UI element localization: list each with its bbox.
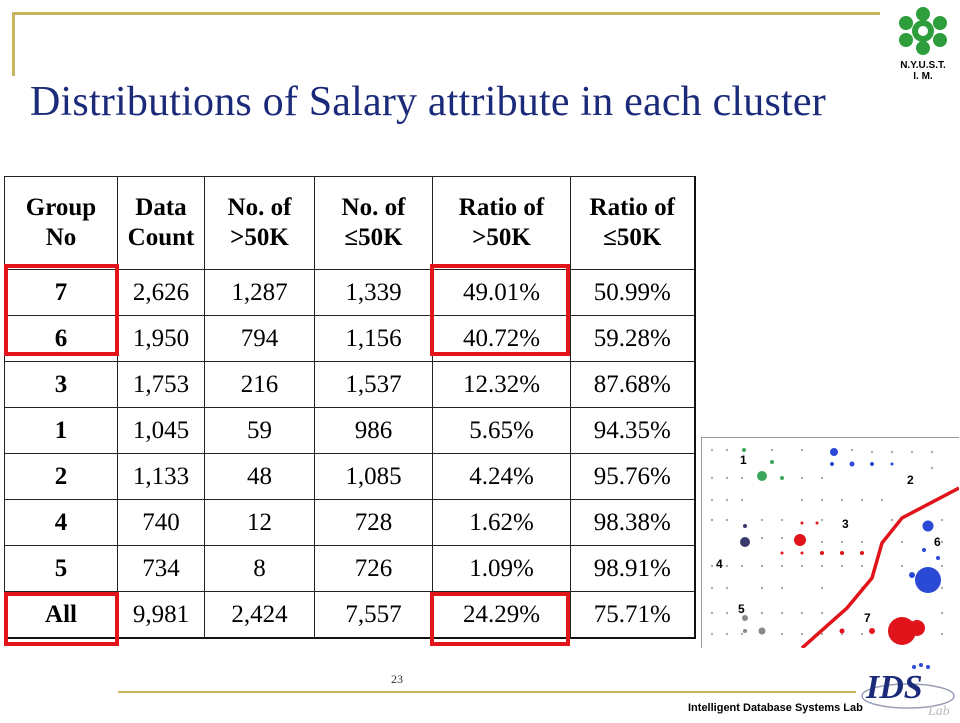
cell-count: 1,950 <box>117 315 205 362</box>
cell-under: 1,339 <box>314 269 433 316</box>
header-no-over-50k: No. of >50K <box>204 176 315 270</box>
decision-boundary <box>800 486 960 650</box>
table-row: 2 1,133 48 1,085 4.24% 95.76% <box>4 453 696 500</box>
cell-under: 7,557 <box>314 591 433 639</box>
cluster-label-3: 3 <box>842 517 849 531</box>
cell-under: 986 <box>314 407 433 454</box>
cell-ratio-over: 24.29% <box>432 591 571 639</box>
cell-ratio-under: 98.38% <box>570 499 696 546</box>
cell-over: 12 <box>204 499 315 546</box>
cluster-label-5: 5 <box>738 602 745 616</box>
cluster-map-svg: 1 2 3 4 5 6 7 <box>710 448 960 650</box>
cell-over: 1,287 <box>204 269 315 316</box>
highlight-box-groups-7-6 <box>4 264 119 356</box>
cell-count: 734 <box>117 545 205 592</box>
header-ratio-under-50k: Ratio of ≤50K <box>570 176 696 270</box>
lab-name: Intelligent Database Systems Lab <box>688 702 863 714</box>
ids-logo-icon: IDS Lab <box>861 663 955 719</box>
cell-group: 1 <box>4 407 118 454</box>
header-ratio-over-50k: Ratio of >50K <box>432 176 571 270</box>
cell-under: 1,537 <box>314 361 433 408</box>
school-emblem-icon <box>899 7 947 55</box>
cell-count: 1,045 <box>117 407 205 454</box>
cell-count: 1,753 <box>117 361 205 408</box>
table-row: 5 734 8 726 1.09% 98.91% <box>4 545 696 592</box>
cell-group: 7 <box>4 269 118 316</box>
cell-ratio-over: 1.62% <box>432 499 571 546</box>
slide-title: Distributions of Salary attribute in eac… <box>30 79 826 125</box>
salary-distribution-table: Group No Data Count No. of >50K No. of ≤50K … <box>4 176 696 639</box>
cell-ratio-under: 87.68% <box>570 361 696 408</box>
cell-ratio-over: 1.09% <box>432 545 571 592</box>
cluster-label-7: 7 <box>864 611 871 625</box>
svg-text:Lab: Lab <box>927 704 950 718</box>
table-row: 1 1,045 59 986 5.65% 94.35% <box>4 407 696 454</box>
cell-under: 728 <box>314 499 433 546</box>
cell-group: 2 <box>4 453 118 500</box>
cluster-label-1: 1 <box>740 453 747 467</box>
school-logo: N.Y.U.S.T. I. M. <box>886 4 960 82</box>
highlight-box-ratio-7-6 <box>430 264 570 356</box>
cell-over: 2,424 <box>204 591 315 639</box>
cell-under: 726 <box>314 545 433 592</box>
table-row: 4 740 12 728 1.62% 98.38% <box>4 499 696 546</box>
page-number: 23 <box>391 672 403 686</box>
cell-ratio-over: 5.65% <box>432 407 571 454</box>
cell-count: 2,626 <box>117 269 205 316</box>
cell-over: 59 <box>204 407 315 454</box>
cell-ratio-over: 4.24% <box>432 453 571 500</box>
header-group-no: Group No <box>4 176 118 270</box>
svg-text:IDS: IDS <box>865 669 923 706</box>
ids-lab-logo: IDS Lab <box>858 660 958 719</box>
cell-count: 1,133 <box>117 453 205 500</box>
cluster-map: 1 2 3 4 5 6 7 <box>701 437 960 650</box>
cell-group: 3 <box>4 361 118 408</box>
school-logo-text-1: N.Y.U.S.T. <box>900 60 946 71</box>
left-decor-line <box>12 12 15 76</box>
cluster-label-6: 6 <box>934 535 941 549</box>
cell-group: 5 <box>4 545 118 592</box>
cluster-label-4: 4 <box>716 557 723 571</box>
cell-ratio-under: 59.28% <box>570 315 696 362</box>
cell-over: 48 <box>204 453 315 500</box>
cell-ratio-under: 94.35% <box>570 407 696 454</box>
cell-ratio-under: 95.76% <box>570 453 696 500</box>
table-row-total: All 9,981 2,424 7,557 24.29% 75.71% <box>4 591 696 639</box>
cell-count: 9,981 <box>117 591 205 639</box>
footer-decor-line <box>118 691 856 693</box>
cell-count: 740 <box>117 499 205 546</box>
cell-ratio-under: 98.91% <box>570 545 696 592</box>
cluster-label-2: 2 <box>907 473 914 487</box>
highlight-box-all-ratio <box>430 592 570 646</box>
cell-ratio-over: 12.32% <box>432 361 571 408</box>
highlight-box-all-group <box>4 592 119 646</box>
school-logo-text-2: I. M. <box>913 71 933 82</box>
header-data-count: Data Count <box>117 176 205 270</box>
cell-ratio-under: 75.71% <box>570 591 696 639</box>
cell-over: 8 <box>204 545 315 592</box>
cell-under: 1,085 <box>314 453 433 500</box>
cell-group: 4 <box>4 499 118 546</box>
table-header-row: Group No Data Count No. of >50K No. of ≤50K … <box>4 176 696 270</box>
cell-over: 216 <box>204 361 315 408</box>
cell-under: 1,156 <box>314 315 433 362</box>
header-no-under-50k: No. of ≤50K <box>314 176 433 270</box>
cell-over: 794 <box>204 315 315 362</box>
table-row: 3 1,753 216 1,537 12.32% 87.68% <box>4 361 696 408</box>
cell-ratio-under: 50.99% <box>570 269 696 316</box>
top-decor-line <box>12 12 880 15</box>
